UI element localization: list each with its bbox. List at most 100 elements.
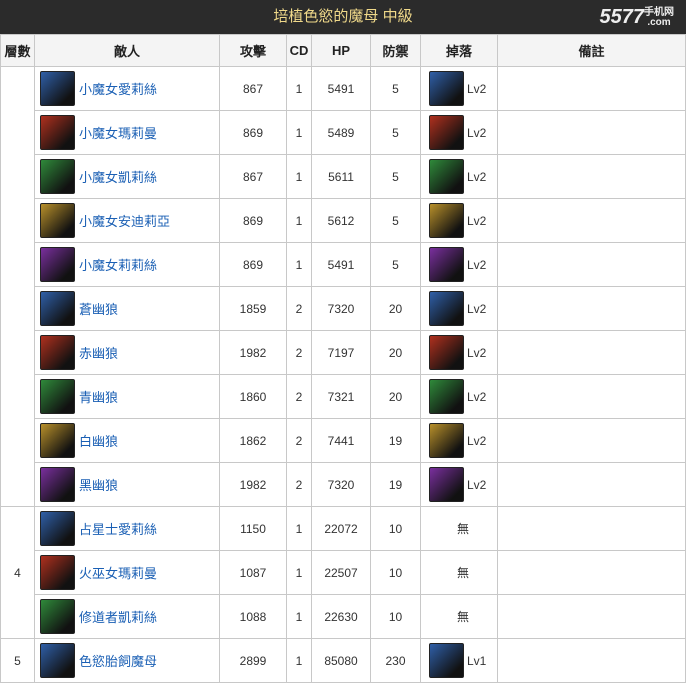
table-row: 小魔女愛莉絲 867 1 5491 5 Lv2 (0, 66, 686, 507)
cd-cell: 1 (286, 594, 312, 639)
defense-cell: 10 (370, 506, 421, 551)
header-drop: 掉落 (420, 34, 498, 67)
drop-cell: 無 (420, 550, 498, 595)
drop-level: Lv2 (467, 345, 487, 360)
drop-monster-icon[interactable] (429, 379, 464, 414)
enemy-cell: 蒼幽狼 (34, 286, 220, 331)
drop-monster-icon[interactable] (429, 335, 464, 370)
table-row: 小魔女安迪莉亞 869 1 5612 5 Lv2 (1, 198, 686, 243)
enemy-cell: 白幽狼 (34, 418, 220, 463)
table-title-bar: 培植色慾的魔母 中級 5577手机网 .com (0, 0, 686, 34)
monster-icon[interactable] (40, 599, 75, 634)
monster-icon[interactable] (40, 203, 75, 238)
enemy-link[interactable]: 修道者凱莉絲 (79, 610, 158, 625)
monster-icon[interactable] (40, 335, 75, 370)
enemy-link[interactable]: 黑幽狼 (79, 478, 119, 493)
monster-icon[interactable] (40, 467, 75, 502)
floor-cell: 4 (0, 506, 35, 639)
monster-icon[interactable] (40, 159, 75, 194)
enemy-link[interactable]: 小魔女瑪莉曼 (79, 126, 158, 141)
notes-cell (497, 66, 686, 111)
cd-cell: 2 (286, 418, 312, 463)
defense-cell: 5 (370, 198, 421, 243)
header-hp: HP (311, 34, 371, 67)
header-floor: 層數 (0, 34, 35, 67)
enemy-link[interactable]: 白幽狼 (79, 434, 119, 449)
monster-icon[interactable] (40, 247, 75, 282)
monster-icon[interactable] (40, 379, 75, 414)
enemy-link[interactable]: 火巫女瑪莉曼 (79, 566, 158, 581)
monster-icon[interactable] (40, 423, 75, 458)
drop-level: Lv2 (467, 81, 487, 96)
monster-icon[interactable] (40, 555, 75, 590)
drop-monster-icon[interactable] (429, 291, 464, 326)
drop-monster-icon[interactable] (429, 643, 464, 678)
enemy-link[interactable]: 小魔女愛莉絲 (79, 82, 158, 97)
defense-cell: 20 (370, 374, 421, 419)
enemy-link[interactable]: 占星士愛莉絲 (79, 522, 158, 537)
drop-monster-icon[interactable] (429, 71, 464, 106)
hp-cell: 22630 (311, 594, 371, 639)
table-row: 火巫女瑪莉曼 1087 1 22507 10 無 (1, 550, 686, 595)
enemy-cell: 小魔女凱莉絲 (34, 154, 220, 199)
hp-cell: 7321 (311, 374, 371, 419)
attack-cell: 1982 (219, 330, 287, 375)
table-row: 5 色慾胎飼魔母 2899 1 85080 230 Lv1 (0, 638, 686, 683)
cd-cell: 1 (286, 506, 312, 551)
header-attack: 攻擊 (219, 34, 287, 67)
attack-cell: 869 (219, 110, 287, 155)
attack-cell: 1860 (219, 374, 287, 419)
attack-cell: 1088 (219, 594, 287, 639)
table-row: 蒼幽狼 1859 2 7320 20 Lv2 (1, 286, 686, 331)
monster-icon[interactable] (40, 643, 75, 678)
enemy-link[interactable]: 小魔女莉莉絲 (79, 258, 158, 273)
monster-icon[interactable] (40, 511, 75, 546)
enemy-cell: 火巫女瑪莉曼 (34, 550, 220, 595)
hp-cell: 5611 (311, 154, 371, 199)
enemy-cell: 小魔女莉莉絲 (34, 242, 220, 287)
notes-cell (497, 286, 686, 331)
hp-cell: 7441 (311, 418, 371, 463)
enemy-link[interactable]: 小魔女安迪莉亞 (79, 214, 171, 229)
drop-monster-icon[interactable] (429, 247, 464, 282)
attack-cell: 1087 (219, 550, 287, 595)
attack-cell: 869 (219, 242, 287, 287)
attack-cell: 1859 (219, 286, 287, 331)
hp-cell: 22072 (311, 506, 371, 551)
monster-icon[interactable] (40, 115, 75, 150)
drop-monster-icon[interactable] (429, 203, 464, 238)
drop-cell: Lv2 (420, 154, 498, 199)
attack-cell: 1982 (219, 462, 287, 507)
notes-cell (497, 594, 686, 639)
monster-icon[interactable] (40, 291, 75, 326)
drop-monster-icon[interactable] (429, 115, 464, 150)
enemy-link[interactable]: 青幽狼 (79, 390, 119, 405)
cd-cell: 1 (286, 66, 312, 111)
notes-cell (497, 550, 686, 595)
monster-icon[interactable] (40, 71, 75, 106)
drop-level: Lv1 (467, 653, 487, 668)
table-row: 小魔女莉莉絲 869 1 5491 5 Lv2 (1, 242, 686, 287)
enemy-link[interactable]: 色慾胎飼魔母 (79, 654, 158, 669)
defense-cell: 5 (370, 242, 421, 287)
drop-monster-icon[interactable] (429, 423, 464, 458)
drop-level: Lv2 (467, 169, 487, 184)
cd-cell: 1 (286, 154, 312, 199)
notes-cell (497, 374, 686, 419)
notes-cell (497, 506, 686, 551)
drop-monster-icon[interactable] (429, 159, 464, 194)
enemy-link[interactable]: 赤幽狼 (79, 346, 119, 361)
drop-monster-icon[interactable] (429, 467, 464, 502)
attack-cell: 869 (219, 198, 287, 243)
enemy-link[interactable]: 小魔女凱莉絲 (79, 170, 158, 185)
enemy-cell: 赤幽狼 (34, 330, 220, 375)
notes-cell (497, 462, 686, 507)
enemy-cell: 占星士愛莉絲 (34, 506, 220, 551)
notes-cell (497, 242, 686, 287)
enemy-link[interactable]: 蒼幽狼 (79, 302, 119, 317)
hp-cell: 85080 (311, 638, 371, 683)
table-row: 4 占星士愛莉絲 1150 1 22072 10 無 (0, 506, 686, 639)
cd-cell: 2 (286, 286, 312, 331)
defense-cell: 230 (370, 638, 421, 683)
hp-cell: 5491 (311, 66, 371, 111)
